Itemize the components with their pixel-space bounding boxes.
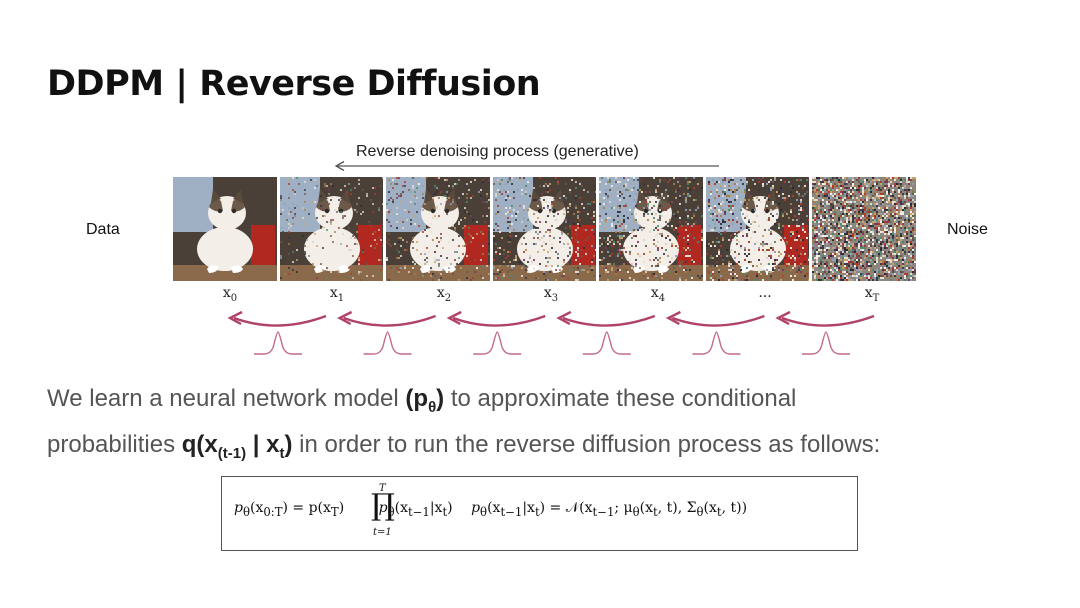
reverse-arrow-4	[671, 314, 765, 327]
noise-label: Noise	[947, 221, 988, 238]
description-line-1: We learn a neural network model (pθ) to …	[47, 385, 797, 416]
frame-image-1	[279, 177, 384, 281]
reverse-arrow-head-5	[775, 310, 791, 326]
timestep-label-1: x1	[329, 285, 345, 304]
reverse-arrow-head-3	[556, 310, 572, 326]
timestep-label-5: ...	[758, 285, 772, 301]
data-label: Data	[86, 221, 120, 238]
frame-image-4	[599, 177, 703, 281]
timestep-label-4: x4	[650, 285, 666, 304]
timestep-label-2: x2	[436, 285, 452, 304]
gaussian-icon-5	[802, 331, 850, 355]
product-upper-limit: T	[379, 483, 386, 494]
formula: pθ(x0:T) = p(xT) pθ(xt−1|xt) pθ(xt−1|xt)…	[234, 500, 748, 519]
reverse-arrow-0	[233, 314, 327, 327]
timestep-label-3: x3	[543, 285, 559, 304]
timestep-label-6: xT	[864, 285, 880, 304]
gaussian-icon-3	[582, 331, 631, 355]
reverse-arrow-head-0	[227, 310, 243, 326]
gaussian-icon-4	[692, 331, 741, 355]
frame-image-0	[173, 177, 277, 281]
reverse-arrow-2	[452, 314, 546, 327]
frame-image-5	[705, 177, 810, 281]
reverse-arrow-1	[343, 314, 437, 327]
reverse-arrow-head-2	[446, 310, 462, 326]
reverse-arrow-3	[562, 314, 656, 327]
gaussian-icon-0	[254, 331, 302, 355]
description-text: We learn a neural network model (pθ) to …	[47, 380, 1047, 472]
formula-box: pθ(x0:T) = p(xT) pθ(xt−1|xt) pθ(xt−1|xt)…	[221, 476, 858, 551]
reverse-arrow-5	[781, 314, 875, 327]
product-symbol: ∏	[371, 488, 395, 523]
left-arrow-icon	[334, 160, 719, 172]
gaussian-icon-2	[473, 331, 522, 355]
frame-image-2	[386, 177, 490, 281]
description-line-2: probabilities q(x(t-1) | xt) in order to…	[47, 430, 881, 462]
process-label: Reverse denoising process (generative)	[356, 143, 639, 160]
gaussian-icon-1	[363, 331, 412, 355]
slide-title: DDPM | Reverse Diffusion	[47, 64, 541, 104]
product-lower-limit: t=1	[373, 527, 392, 538]
frame-image-3	[492, 177, 597, 281]
timestep-label-0: x0	[222, 285, 238, 304]
diffusion-frames	[173, 177, 917, 281]
frame-image-6	[812, 177, 917, 281]
reverse-arrow-head-1	[337, 310, 353, 326]
reverse-arrow-head-4	[665, 310, 681, 326]
